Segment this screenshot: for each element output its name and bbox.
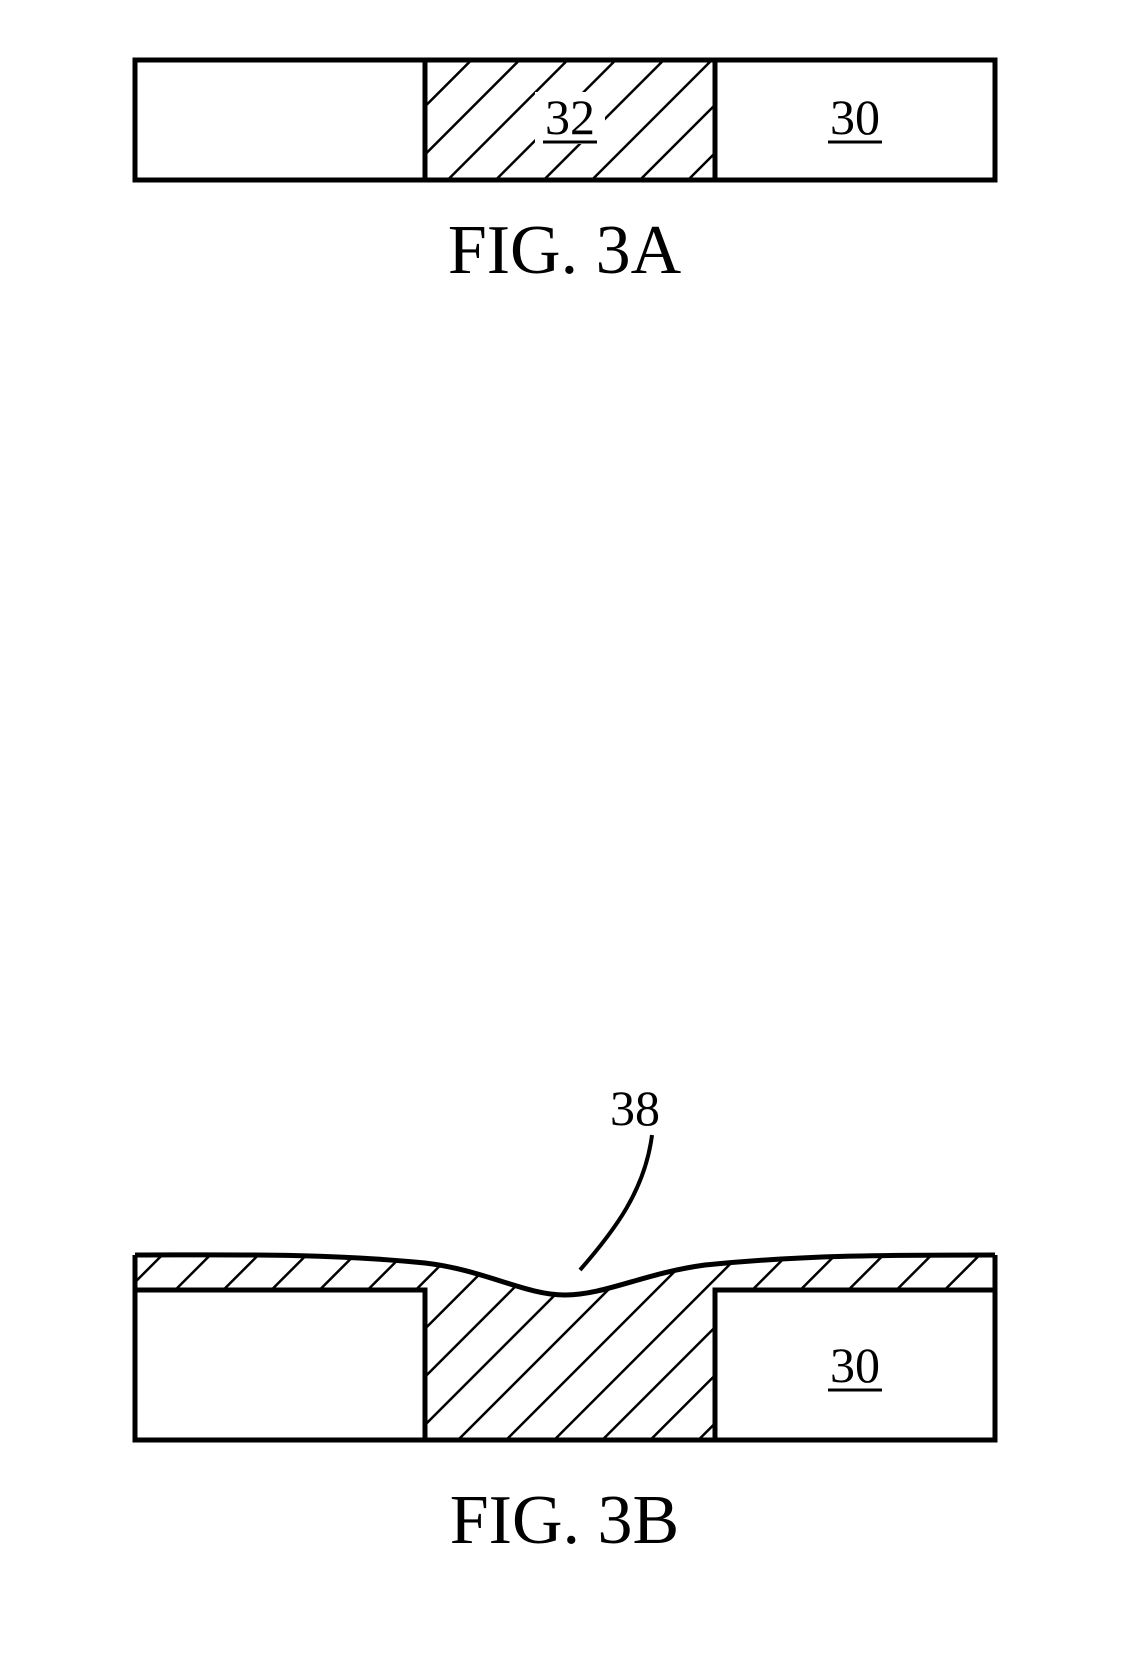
label-32-text: 32 (545, 89, 595, 145)
figure-3a: 32 30 FIG. 3A (105, 40, 1025, 291)
label-30-a: 30 (828, 89, 882, 145)
label-30-a-text: 30 (830, 89, 880, 145)
leader-38: 38 (580, 1080, 660, 1270)
label-30-b-text: 30 (830, 1337, 880, 1393)
label-32: 32 (535, 89, 605, 145)
figure-3b: 38 30 FIG. 3B (105, 1070, 1025, 1561)
label-30-b: 30 (828, 1337, 882, 1393)
figure-3b-svg: 38 30 (105, 1070, 1025, 1470)
page: 32 30 FIG. 3A 38 (0, 0, 1129, 1673)
figure-3a-svg: 32 30 (105, 40, 1025, 200)
figure-3a-caption: FIG. 3A (105, 211, 1025, 291)
figure-3b-caption: FIG. 3B (105, 1481, 1025, 1561)
leader-38-text: 38 (610, 1080, 660, 1136)
